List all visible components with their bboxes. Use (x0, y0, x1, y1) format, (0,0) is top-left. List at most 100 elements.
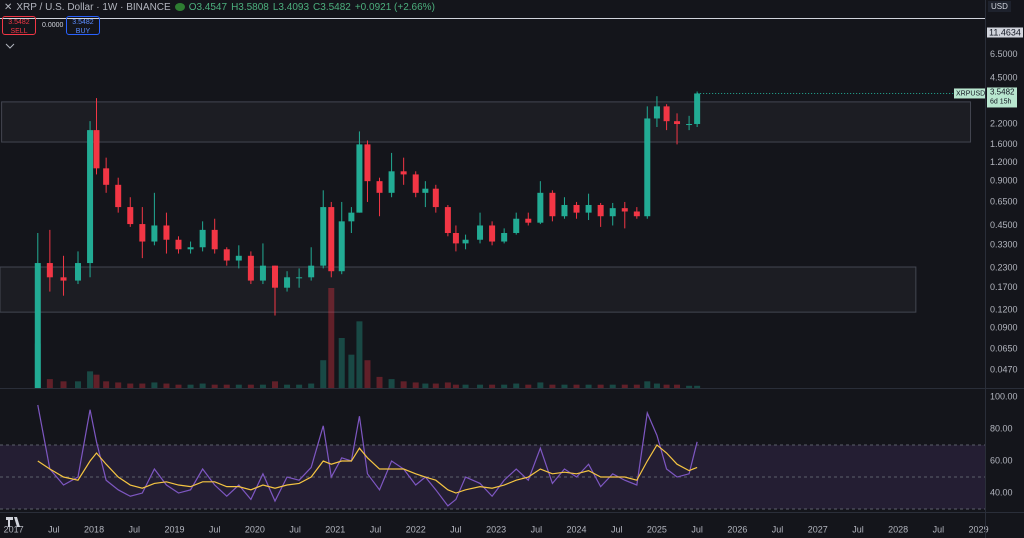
candle-body (674, 121, 681, 125)
candle-body (296, 277, 303, 279)
candle-body (537, 192, 544, 223)
volume-bar (663, 384, 670, 388)
candle-body (513, 218, 520, 233)
volume-bar (247, 384, 254, 388)
candle-body (412, 174, 419, 193)
volume-bar (328, 288, 335, 388)
y-tick-label: 0.1700 (990, 282, 1018, 292)
volume-bar (284, 384, 291, 388)
volume-bar (477, 384, 484, 388)
volume-bar (60, 381, 67, 388)
y-tick-label: 0.0650 (990, 344, 1018, 354)
candle-body (175, 239, 182, 250)
buy-button[interactable]: 3.5482 BUY (66, 16, 100, 35)
x-tick-label: Jul (531, 524, 543, 534)
candle-body (139, 224, 146, 242)
y-tick-label: 0.0470 (990, 364, 1018, 374)
candle-body (211, 229, 218, 250)
buy-price: 3.5482 (72, 19, 94, 26)
candle-body (653, 106, 660, 119)
candle-body (585, 204, 592, 213)
x-tick-label: Jul (852, 524, 864, 534)
candle-body (271, 265, 278, 288)
candle-body (338, 221, 345, 272)
ohlc-low: L3.4093 (272, 1, 310, 13)
x-tick-label: Jul (370, 524, 382, 534)
candle-body (376, 181, 383, 193)
candle-body (609, 208, 616, 217)
volume-bar (686, 385, 693, 388)
candle-body (432, 188, 439, 208)
volume-bar (537, 382, 544, 388)
candle-body (223, 249, 230, 261)
candle-body (633, 211, 640, 217)
volume-bar (139, 383, 146, 388)
volume-bar (87, 371, 94, 388)
candle-body (356, 144, 363, 213)
candle-body (284, 277, 291, 288)
volume-bar (422, 383, 429, 388)
volume-bar (674, 384, 681, 388)
x-tick-label: 2026 (727, 524, 747, 534)
volume-bar (187, 384, 194, 388)
volume-bar (320, 360, 327, 388)
x-tick-label: 2022 (406, 524, 426, 534)
candle-body (364, 144, 371, 182)
x-tick-label: 2029 (969, 524, 989, 534)
candle-body (103, 168, 110, 185)
countdown: 6d 15h (990, 98, 1012, 105)
sell-button[interactable]: 3.5482 SELL (2, 16, 36, 35)
symbol-title: XRP / U.S. Dollar · 1W · BINANCE (16, 1, 171, 13)
volume-bar (694, 385, 701, 388)
candle-body (489, 225, 496, 242)
x-tick-label: 2025 (647, 524, 667, 534)
candle-body (644, 118, 651, 217)
collapse-icon[interactable] (5, 43, 15, 49)
close-icon[interactable]: ✕ (4, 1, 13, 13)
volume-bar (400, 381, 407, 388)
x-tick-label: Jul (611, 524, 623, 534)
volume-bar (259, 384, 266, 388)
volume-bar (175, 384, 182, 388)
x-tick-label: 2021 (325, 524, 345, 534)
volume-bar (93, 374, 100, 388)
rsi-tick-label: 100.00 (990, 391, 1018, 401)
x-tick-label: 2028 (888, 524, 908, 534)
x-tick-label: Jul (691, 524, 703, 534)
logo (6, 517, 20, 527)
currency-button[interactable]: USD (988, 1, 1011, 12)
volume-bar (199, 383, 206, 388)
candle-body (686, 124, 693, 126)
rsi-tick-label: 80.00 (990, 423, 1013, 433)
ohlc-change: +0.0921 (+2.66%) (354, 1, 435, 13)
volume-bar (489, 384, 496, 388)
candles (34, 91, 701, 388)
volume-bar (163, 383, 170, 388)
volume-bar (585, 384, 592, 388)
zone (0, 266, 917, 313)
candle-body (247, 255, 254, 281)
volume-bar (432, 383, 439, 388)
volume-bar (561, 384, 568, 388)
candle-body (573, 204, 580, 213)
candle-body (74, 263, 81, 281)
volume-bar (573, 384, 580, 388)
candle-body (694, 93, 701, 125)
x-tick-label: 2027 (808, 524, 828, 534)
y-tick-label: 0.6500 (990, 196, 1018, 206)
candle-body (34, 263, 41, 388)
candle-body (320, 207, 327, 266)
x-tick-label: Jul (772, 524, 784, 534)
candle-body (561, 204, 568, 217)
candle-body (163, 225, 170, 240)
symbol-label: XRPUSD (956, 90, 985, 97)
candle-body (525, 218, 532, 223)
volume-bar (525, 384, 532, 388)
y-tick-label: 4.5000 (990, 73, 1018, 83)
status-dot (174, 3, 185, 11)
buy-label: BUY (75, 28, 91, 35)
volume-bar (308, 383, 315, 388)
y-tick-label: 0.3300 (990, 240, 1018, 250)
volume-bar (597, 384, 604, 388)
